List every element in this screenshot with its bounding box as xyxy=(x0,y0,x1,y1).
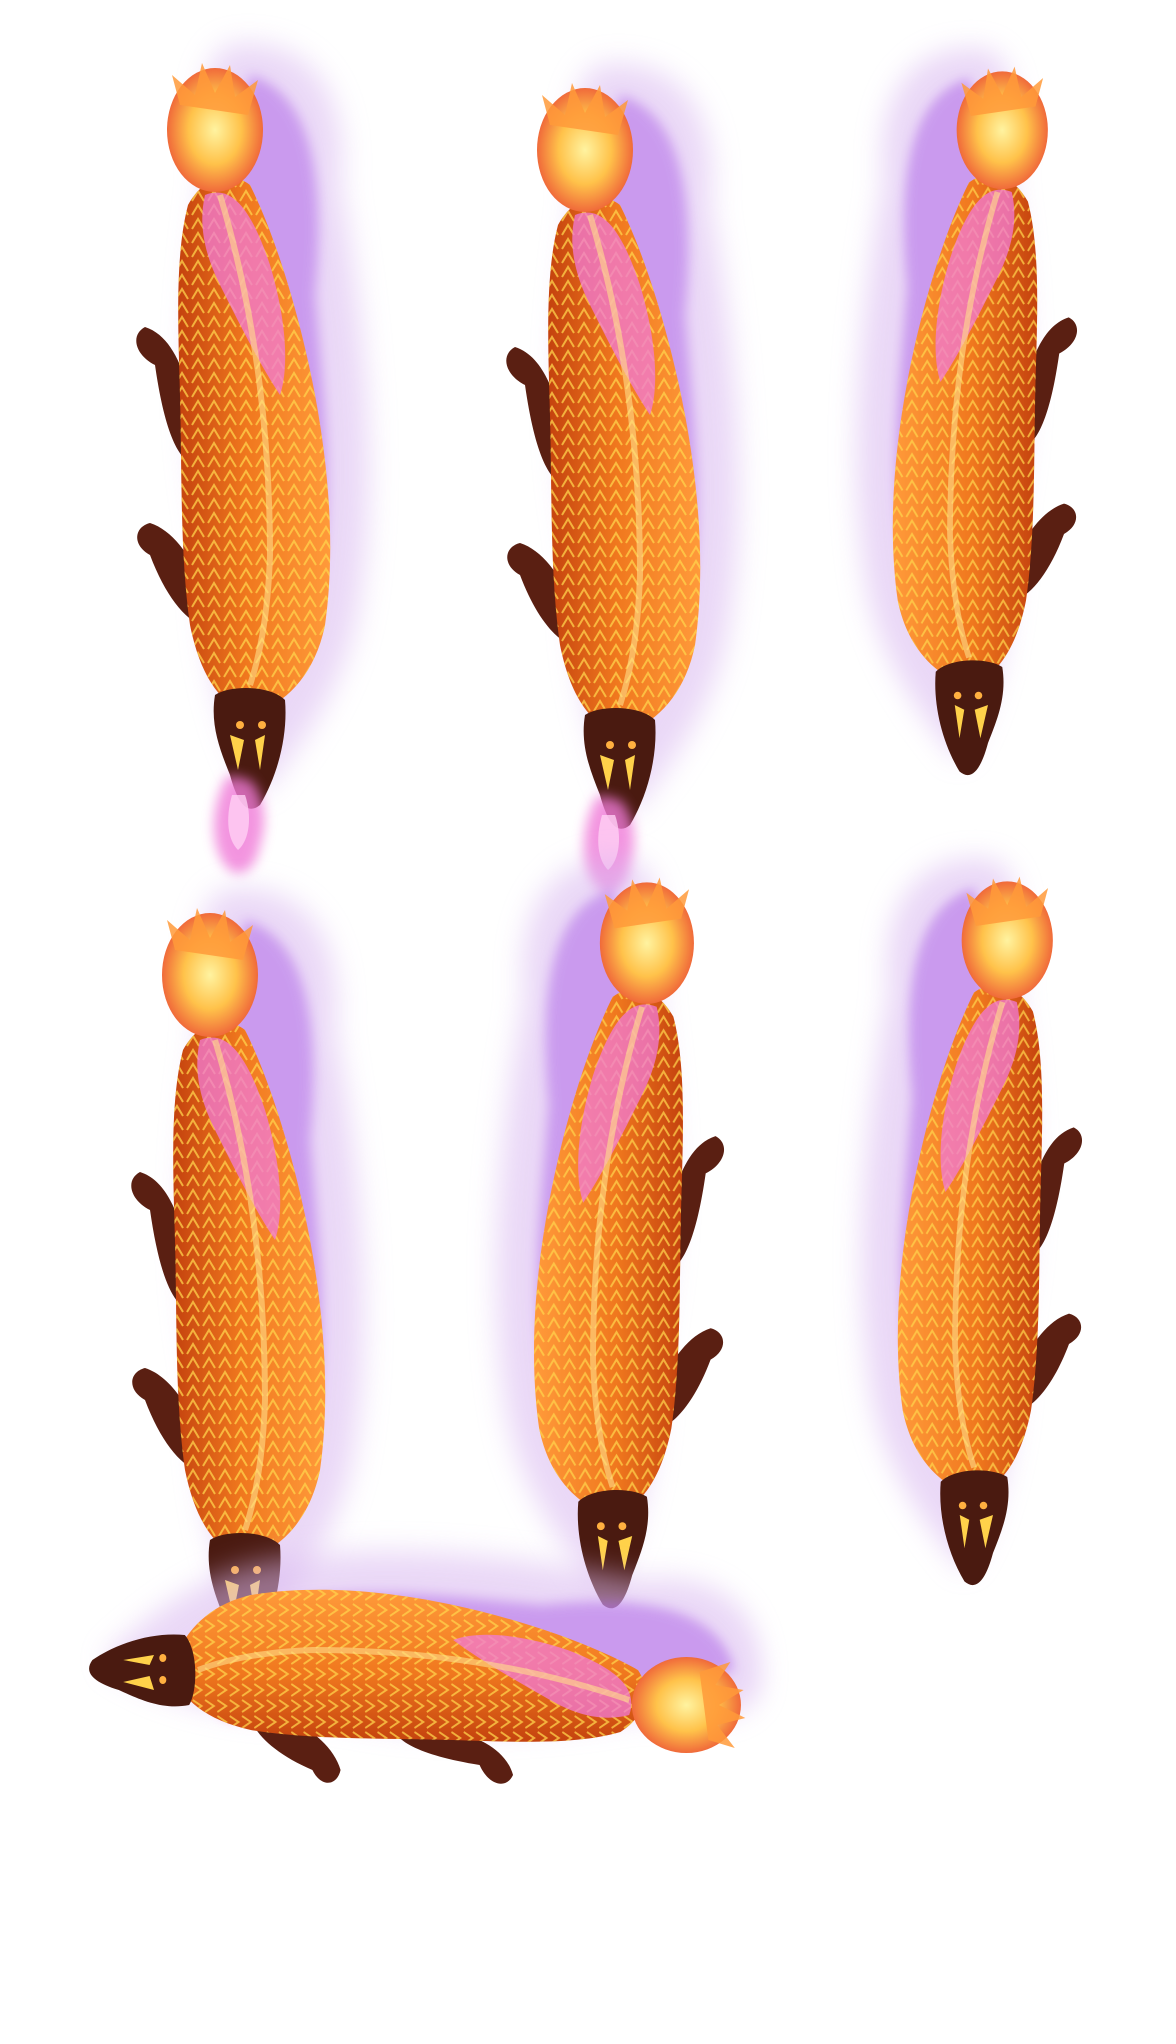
sprite-frame-2 xyxy=(506,64,738,893)
sprite-frame-3 xyxy=(857,48,1077,775)
sprite-frame-1 xyxy=(136,44,368,873)
sprite-frame-5 xyxy=(497,859,724,1609)
sprite-frame-7 xyxy=(89,1552,762,1784)
sprite-frame-6 xyxy=(862,858,1082,1585)
